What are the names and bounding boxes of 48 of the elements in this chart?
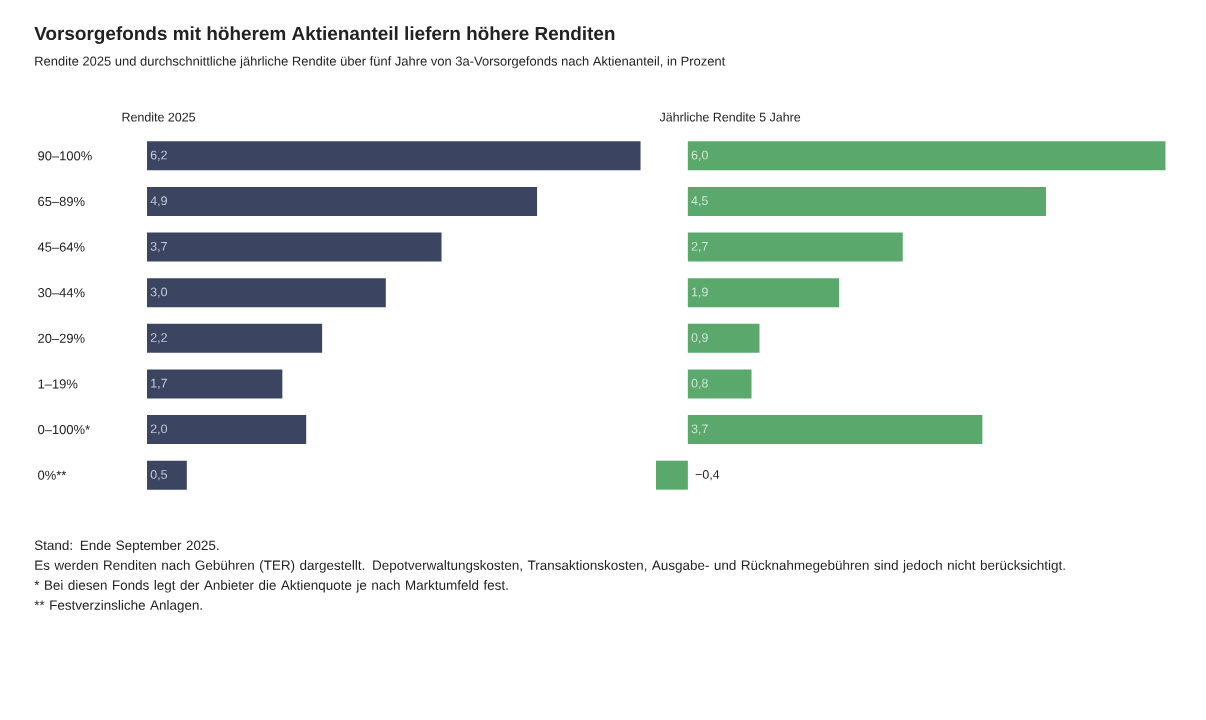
data-label: 3,7	[691, 424, 708, 435]
text: * Bei diesen Fonds legt der Anbieter die Aktienquote je nach Marktumfeld fest.	[34, 580, 508, 593]
bar	[147, 460, 187, 490]
chart-title: Jährliche Rendite 5 Jahre	[659, 112, 801, 122]
data-label: 1,9	[692, 287, 708, 298]
bar	[687, 141, 1166, 171]
data-label: 6,0	[691, 150, 708, 161]
bar	[687, 323, 760, 353]
text: Stand: Ende September 2025.	[34, 540, 219, 553]
bar	[687, 186, 1047, 216]
data-label: 4,9	[150, 196, 167, 207]
bar	[147, 278, 386, 308]
bar	[147, 369, 283, 399]
y-tick-label: 0–100%*	[38, 424, 90, 435]
data-label: 6,2	[150, 150, 167, 161]
data-label: 1,7	[151, 378, 167, 390]
chart-title: Rendite 2025	[122, 112, 196, 122]
text: Es werden Renditen nach Gebühren (TER) dargestellt. Depotverwaltungskosten, Transaktionskosten, Ausgabe- und Rücknahmegebühren sind jedoch nicht berücksichtigt.	[35, 560, 1065, 573]
data-label: 4,5	[691, 196, 708, 207]
bar	[147, 232, 442, 262]
data-label: 2,0	[150, 424, 168, 435]
bar	[687, 278, 840, 308]
text: Rendite 2025 und durchschnittliche jährliche Rendite über fünf Jahre von 3a-Vorsorgefonds nach Aktienanteil, in Prozent	[35, 56, 726, 69]
data-label: −0,4	[695, 470, 720, 481]
y-tick-label: 20–29%	[38, 333, 85, 343]
bar	[687, 369, 752, 399]
y-tick-label: 1–19%	[38, 379, 78, 389]
y-tick-label: 30–44%	[38, 288, 85, 298]
bar	[687, 232, 903, 262]
data-label: 0,5	[150, 470, 167, 481]
bar	[656, 460, 688, 490]
data-label: 2,7	[691, 241, 708, 253]
bar	[147, 415, 307, 445]
bar	[147, 186, 538, 216]
bar	[147, 323, 323, 353]
data-label: 0,8	[691, 378, 708, 390]
text: ** Festverzinsliche Anlagen.	[34, 599, 202, 613]
bar	[147, 141, 641, 171]
y-tick-label: 0%**	[38, 470, 67, 480]
data-label: 0,9	[691, 333, 708, 344]
data-label: 3,0	[150, 287, 168, 298]
y-tick-label: 90–100%	[38, 151, 92, 161]
data-label: 2,2	[150, 333, 167, 344]
text: Vorsorgefonds mit höherem Aktienanteil liefern höhere Renditen	[34, 26, 615, 44]
data-label: 3,7	[150, 241, 167, 253]
y-tick-label: 65–89%	[38, 196, 85, 207]
bar	[687, 415, 983, 445]
y-tick-label: 45–64%	[37, 242, 85, 252]
